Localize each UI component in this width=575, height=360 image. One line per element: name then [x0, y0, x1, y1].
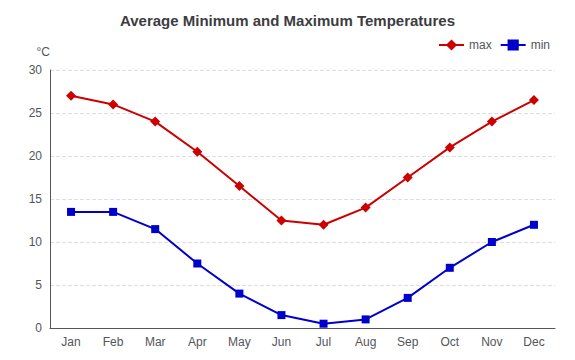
svg-text:Dec: Dec [523, 335, 544, 349]
svg-text:25: 25 [29, 106, 43, 120]
svg-text:°C: °C [37, 45, 51, 59]
svg-text:Aug: Aug [355, 335, 376, 349]
svg-text:Jun: Jun [272, 335, 291, 349]
svg-text:Sep: Sep [397, 335, 419, 349]
svg-text:Jul: Jul [316, 335, 331, 349]
svg-text:Nov: Nov [481, 335, 502, 349]
svg-text:Apr: Apr [188, 335, 207, 349]
svg-text:30: 30 [29, 63, 43, 77]
svg-text:20: 20 [29, 149, 43, 163]
svg-text:max: max [469, 38, 492, 52]
svg-text:15: 15 [29, 192, 43, 206]
svg-text:min: min [531, 38, 550, 52]
svg-text:Mar: Mar [145, 335, 166, 349]
svg-text:Average Minimum and Maximum Te: Average Minimum and Maximum Temperatures [120, 12, 455, 29]
svg-text:10: 10 [29, 235, 43, 249]
svg-text:May: May [228, 335, 251, 349]
svg-text:Feb: Feb [103, 335, 124, 349]
svg-text:0: 0 [35, 321, 42, 335]
svg-text:5: 5 [35, 278, 42, 292]
svg-text:Jan: Jan [61, 335, 80, 349]
svg-text:Oct: Oct [440, 335, 459, 349]
